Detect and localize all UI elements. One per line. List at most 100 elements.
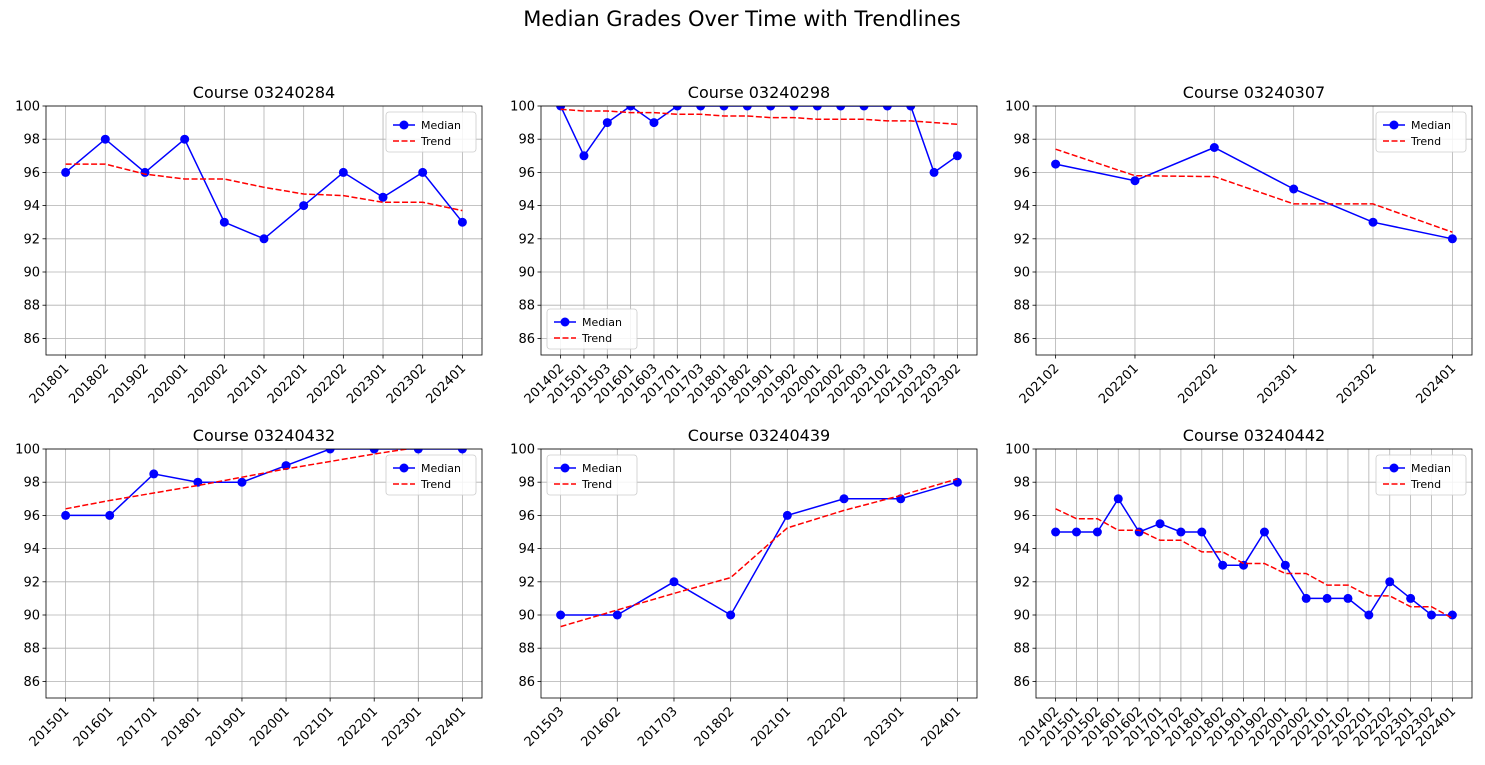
data-point: [602, 118, 612, 128]
legend: Median Trend: [1375, 454, 1467, 496]
data-point: [457, 449, 467, 454]
series-line-trend: [1055, 508, 1453, 619]
legend-marker: [399, 463, 409, 473]
data-point: [1197, 527, 1207, 537]
legend-label: Trend: [1410, 478, 1441, 491]
legend-box: [385, 454, 477, 496]
data-point: [1385, 577, 1395, 587]
y-tick-label: 100: [1005, 443, 1030, 458]
data-point: [1051, 527, 1061, 537]
subplot-title: Course 03240307: [1183, 83, 1325, 102]
y-tick-label: 86: [23, 675, 40, 690]
legend-marker: [560, 463, 570, 473]
y-tick-label: 96: [23, 509, 40, 524]
data-point: [61, 510, 71, 520]
data-point: [929, 167, 939, 177]
data-point: [1176, 527, 1186, 537]
data-point: [149, 469, 159, 479]
legend: Median Trend: [385, 111, 477, 153]
data-point: [1406, 593, 1416, 603]
data-point: [672, 106, 682, 111]
y-tick-label: 90: [1013, 266, 1030, 281]
data-point: [696, 106, 706, 111]
data-point: [369, 449, 379, 454]
y-tick-label: 94: [1013, 199, 1030, 214]
series-group: [1051, 143, 1457, 244]
subplot-title: Course 03240432: [193, 426, 335, 445]
data-point: [839, 494, 849, 504]
series-line-median: [65, 449, 463, 517]
series-line-trend: [560, 478, 958, 628]
data-point: [1155, 519, 1165, 529]
legend-marker: [1389, 120, 1399, 130]
legend: Median Trend: [385, 454, 477, 496]
data-point: [1364, 610, 1374, 620]
subplot-title: Course 03240439: [688, 426, 830, 445]
y-tick-label: 96: [1013, 509, 1030, 524]
data-point: [812, 106, 822, 111]
data-point: [180, 134, 190, 144]
legend: Median Trend: [546, 308, 638, 350]
series-line-trend: [560, 108, 958, 126]
y-tick-label: 98: [518, 476, 535, 491]
y-tick-label: 100: [15, 100, 40, 115]
y-tick-label: 92: [1013, 232, 1030, 247]
y-tick-label: 92: [518, 232, 535, 247]
data-point: [1322, 593, 1332, 603]
legend-label: Trend: [581, 478, 612, 491]
y-tick-label: 90: [23, 609, 40, 624]
series-line-median: [1055, 497, 1453, 617]
y-tick-label: 100: [510, 100, 535, 115]
data-point: [1280, 560, 1290, 570]
data-point: [952, 151, 962, 161]
series-line-trend: [65, 163, 463, 212]
y-tick-label: 98: [23, 133, 40, 148]
y-tick-label: 100: [15, 443, 40, 458]
y-tick-label: 100: [1005, 100, 1030, 115]
legend-box: [546, 308, 638, 350]
y-tick-label: 94: [23, 542, 40, 557]
data-point: [579, 151, 589, 161]
data-point: [782, 510, 792, 520]
data-point: [1072, 527, 1082, 537]
y-tick-label: 90: [518, 609, 535, 624]
series-line-trend: [65, 449, 413, 510]
subplot-title: Course 03240298: [688, 83, 830, 102]
legend: Median Trend: [546, 454, 638, 496]
legend-label: Trend: [581, 332, 612, 345]
y-tick-label: 100: [510, 443, 535, 458]
data-point: [325, 449, 335, 454]
data-point: [100, 134, 110, 144]
legend-label: Median: [582, 462, 622, 475]
legend-box: [1375, 111, 1467, 153]
data-point: [836, 106, 846, 111]
series-group: [1051, 494, 1457, 620]
subplot-title: Course 03240284: [193, 83, 335, 102]
series-line-trend: [1055, 148, 1453, 233]
y-tick-label: 88: [23, 642, 40, 657]
series-group: [61, 449, 467, 520]
y-tick-label: 92: [1013, 575, 1030, 590]
series-group: [61, 134, 467, 244]
y-tick-label: 90: [1013, 609, 1030, 624]
data-point: [1343, 593, 1353, 603]
y-tick-label: 94: [518, 199, 535, 214]
y-tick-label: 96: [518, 166, 535, 181]
legend-label: Trend: [420, 135, 451, 148]
data-point: [259, 234, 269, 244]
series-group: [556, 106, 962, 177]
legend-label: Trend: [420, 478, 451, 491]
y-tick-label: 98: [1013, 133, 1030, 148]
y-tick-label: 96: [1013, 166, 1030, 181]
data-point: [457, 217, 467, 227]
y-tick-label: 96: [518, 509, 535, 524]
y-tick-label: 86: [518, 675, 535, 690]
data-point: [726, 610, 736, 620]
data-point: [1426, 610, 1436, 620]
legend-label: Median: [421, 119, 461, 132]
axes-frame: [540, 105, 978, 356]
legend-label: Median: [1411, 119, 1451, 132]
data-point: [299, 201, 309, 211]
